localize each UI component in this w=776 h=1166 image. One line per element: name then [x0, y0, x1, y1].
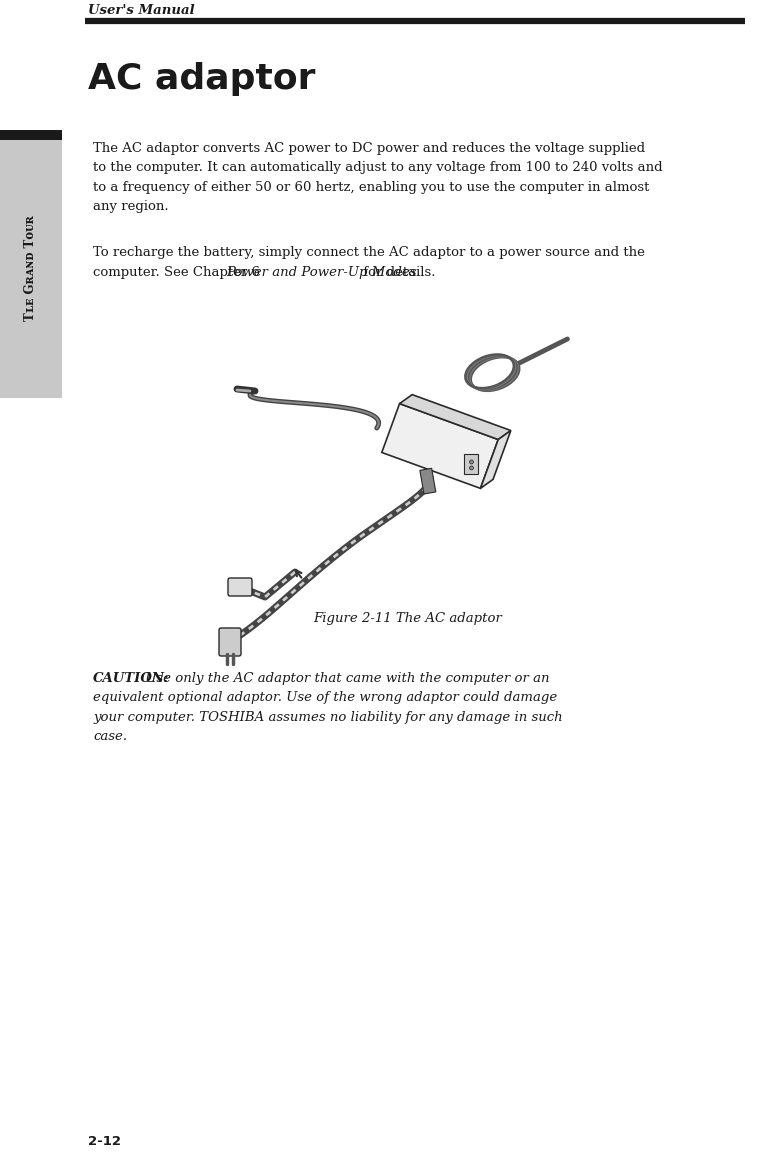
Text: AC adaptor: AC adaptor [88, 62, 316, 96]
Text: Power and Power-Up Modes: Power and Power-Up Modes [226, 266, 417, 279]
Text: to the computer. It can automatically adjust to any voltage from 100 to 240 volt: to the computer. It can automatically ad… [93, 162, 663, 175]
Text: for details.: for details. [359, 266, 436, 279]
FancyBboxPatch shape [219, 628, 241, 656]
Bar [420, 469, 436, 494]
Text: The AC adaptor converts AC power to DC power and reduces the voltage supplied: The AC adaptor converts AC power to DC p… [93, 142, 645, 155]
FancyBboxPatch shape [228, 578, 252, 596]
Text: User's Manual: User's Manual [88, 3, 195, 17]
Text: to a frequency of either 50 or 60 hertz, enabling you to use the computer in alm: to a frequency of either 50 or 60 hertz,… [93, 181, 650, 194]
Bar [0, 138, 62, 398]
Text: Figure 2-11 The AC adaptor: Figure 2-11 The AC adaptor [314, 612, 502, 625]
Text: CAUTION:: CAUTION: [93, 672, 169, 684]
Text: To recharge the battery, simply connect the AC adaptor to a power source and the: To recharge the battery, simply connect … [93, 246, 645, 259]
Ellipse shape [469, 466, 473, 470]
Polygon shape [480, 430, 511, 489]
Text: Tʟᴇ Gʀᴀɴᴅ Tᴏᴜʀ: Tʟᴇ Gʀᴀɴᴅ Tᴏᴜʀ [25, 215, 37, 321]
Text: Use only the AC adaptor that came with the computer or an: Use only the AC adaptor that came with t… [140, 672, 549, 684]
Text: equivalent optional adaptor. Use of the wrong adaptor could damage: equivalent optional adaptor. Use of the … [93, 691, 557, 704]
Polygon shape [382, 403, 498, 489]
Text: case.: case. [93, 731, 127, 744]
Text: computer. See Chapter 6: computer. See Chapter 6 [93, 266, 265, 279]
Ellipse shape [469, 459, 473, 464]
Text: 2-12: 2-12 [88, 1135, 121, 1149]
Text: any region.: any region. [93, 201, 168, 213]
Polygon shape [400, 394, 511, 440]
Text: your computer. TOSHIBA assumes no liability for any damage in such: your computer. TOSHIBA assumes no liabil… [93, 711, 563, 724]
Bar [465, 454, 479, 473]
Bar [0, 129, 62, 140]
